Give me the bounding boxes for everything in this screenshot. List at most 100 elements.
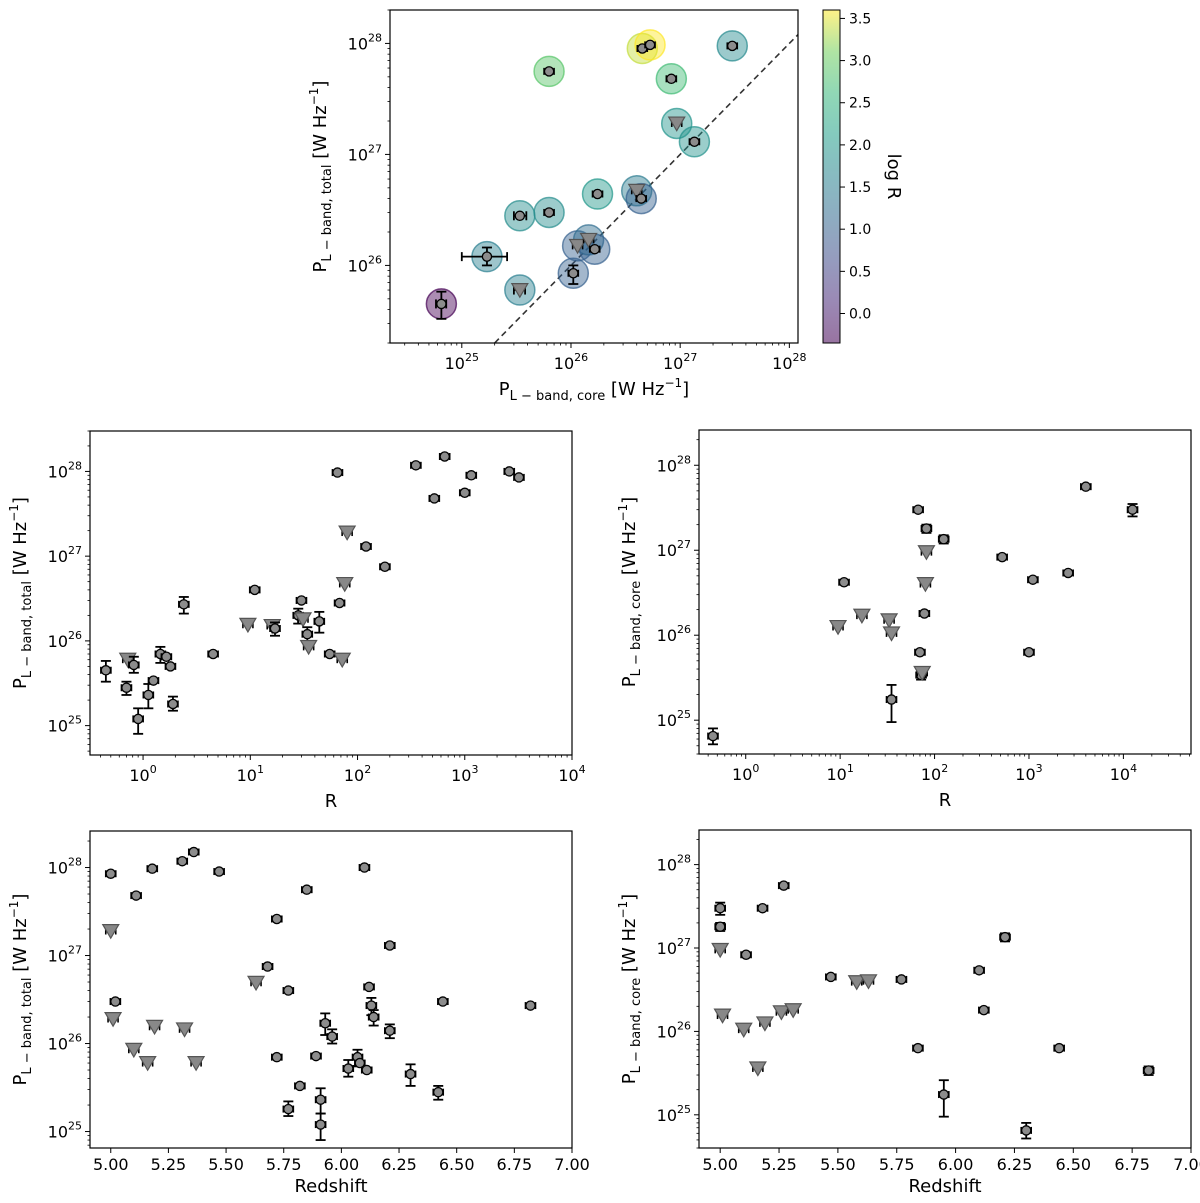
one-to-one-line [494, 34, 798, 343]
data-point [167, 695, 179, 712]
y-tick-label: 1025 [48, 1120, 82, 1142]
data-point [428, 493, 441, 504]
data-point [432, 1085, 445, 1101]
data-point [379, 561, 391, 572]
x-tick-label: 6.75 [497, 1155, 533, 1174]
data-point [282, 985, 295, 996]
data-point [146, 863, 159, 874]
data-point [178, 596, 190, 615]
data-point [367, 1009, 380, 1027]
x-tick-label: 1026 [554, 351, 588, 373]
data-point [914, 647, 926, 658]
upper-limit-point [913, 665, 932, 682]
data-point [323, 648, 336, 660]
data-point [109, 996, 122, 1007]
y-tick-label: 1025 [657, 1103, 691, 1125]
data-point [777, 880, 790, 891]
x-tick-label: 5.25 [151, 1155, 187, 1174]
x-tick-label: 103 [451, 763, 478, 785]
x-tick-label: 6.50 [1055, 1155, 1091, 1174]
data-point [363, 981, 375, 993]
plot-area [100, 451, 525, 735]
data-point [978, 1004, 990, 1016]
data-point [543, 207, 555, 218]
y-tick-label: 1027 [48, 544, 82, 566]
colorbar: 0.0 0.5 1.0 1.5 2.0 2.5 3.0 3.5 log R [822, 9, 904, 344]
data-point [567, 264, 580, 285]
y-tick-label: 1028 [348, 31, 382, 53]
data-point [310, 1050, 322, 1062]
data-point [635, 193, 648, 204]
upper-limit-point [711, 942, 730, 959]
colorbar-tick-label: 1.0 [849, 222, 871, 238]
upper-limit-point [772, 1005, 791, 1021]
x-tick-label: 100 [129, 763, 156, 785]
data-point [326, 1028, 338, 1045]
data-point [996, 551, 1008, 563]
x-tick-label: 6.00 [938, 1155, 974, 1174]
data-point [128, 655, 140, 674]
chart-total-power-vs-redshift: 5.00 5.25 5.50 5.75 6.00 6.25 6.50 6.75 7.00 1025… [7, 830, 590, 1197]
data-point [460, 246, 509, 267]
data-point [714, 921, 726, 932]
data-point [142, 683, 155, 710]
data-point [588, 243, 601, 255]
data-point [271, 1051, 283, 1063]
upper-limit-point [579, 232, 598, 249]
upper-limit-point [187, 1056, 206, 1072]
data-point [1142, 1065, 1155, 1076]
y-axis-label: PL − band, core [W Hz−1] [616, 497, 644, 687]
data-point [384, 940, 396, 951]
y-tick-label: 1026 [657, 1019, 691, 1041]
data-point [314, 1112, 327, 1141]
data-point [404, 1063, 417, 1087]
upper-limit-point [859, 974, 878, 990]
x-axis-label: R [939, 790, 952, 811]
x-tick-label: 5.00 [702, 1155, 738, 1174]
data-point [271, 913, 283, 925]
x-tick-label: 1025 [445, 351, 479, 373]
colorbar-gradient [823, 10, 840, 343]
data-point [937, 533, 950, 545]
axes-frame [89, 430, 573, 756]
x-tick-label: 5.50 [208, 1155, 244, 1174]
data-point [300, 884, 313, 895]
upper-limit-point [104, 1012, 123, 1028]
colorbar-tick-label: 1.5 [849, 180, 871, 196]
data-point [295, 595, 308, 606]
data-point [543, 66, 555, 77]
colorbar-label: log R [883, 154, 904, 200]
chart-core-power-vs-r: 100 101 102 103 104 1025 1026 1027 1028 R PL − ban… [616, 429, 1192, 811]
y-tick-label: 1026 [348, 253, 382, 275]
upper-limit-point [748, 1061, 767, 1077]
upper-limit-point [299, 639, 318, 656]
upper-limit-point [293, 612, 313, 628]
data-point [410, 460, 422, 471]
data-point [100, 660, 112, 683]
data-point [360, 1064, 373, 1076]
x-tick-label: 5.00 [93, 1155, 129, 1174]
y-axis-label: PL − band, total [W Hz−1] [7, 894, 35, 1086]
colorbar-frame [822, 9, 841, 344]
data-point [176, 855, 189, 867]
y-tick-label: 1025 [657, 708, 691, 730]
data-point [1062, 567, 1074, 579]
x-tick-label: 6.50 [439, 1155, 475, 1174]
data-point [360, 541, 372, 552]
x-tick-label: 6.25 [381, 1155, 417, 1174]
upper-limit-point [880, 613, 899, 629]
data-point [885, 684, 898, 723]
x-axis-label: R [325, 791, 338, 812]
data-point [895, 974, 908, 985]
data-point [435, 290, 448, 320]
data-point [688, 136, 701, 148]
y-axis-label: PL − band, total [W Hz−1] [7, 497, 35, 689]
chart-core-power-vs-redshift: 5.00 5.25 5.50 5.75 6.00 6.25 6.50 6.75 7.00 1025… [616, 829, 1200, 1197]
data-point [319, 1012, 332, 1036]
data-point [147, 675, 160, 686]
data-point [938, 1079, 950, 1118]
y-axis-label: PL − band, total [W Hz−1] [307, 81, 335, 273]
data-point [512, 210, 528, 222]
upper-limit-point [627, 183, 646, 200]
